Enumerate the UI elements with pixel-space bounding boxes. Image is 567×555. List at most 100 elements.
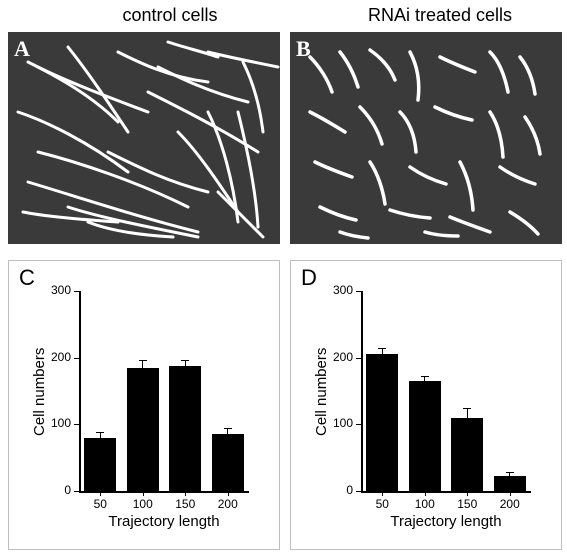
trajectory-path [320,207,356,220]
panel-d-chart: D 010020030050100150200Cell numbersTraje… [290,260,562,550]
error-cap [378,348,386,349]
error-stem [467,408,468,418]
bar [169,366,201,491]
trajectory-path [315,162,352,177]
trajectory-path [108,152,208,192]
trajectory-path [410,52,419,100]
y-tick [74,424,79,425]
trajectory-path [243,62,263,132]
trajectory-path [520,57,535,94]
trajectory-path [28,182,198,232]
trajectory-path [118,52,208,82]
trajectory-path [490,52,508,92]
trajectory-path [340,232,368,238]
y-axis [361,291,363,491]
error-cap [463,408,471,409]
x-axis-label: Trajectory length [79,513,249,530]
y-tick-label: 300 [323,283,353,297]
header-control: control cells [80,5,260,26]
trajectory-path [158,67,248,102]
panel-a-label: A [14,36,30,62]
x-tick-label: 50 [85,497,115,511]
bar [366,354,398,491]
trajectory-path [500,167,535,184]
trajectory-path [400,112,416,152]
trajectory-path [490,112,503,157]
x-tick-label: 200 [495,497,525,511]
y-tick-label: 0 [41,483,71,497]
y-tick-label: 300 [41,283,71,297]
trajectory-path [360,107,382,144]
panel-c-label: C [19,265,35,291]
x-tick-label: 150 [452,497,482,511]
bar [127,368,159,491]
panel-b-image: B [290,32,562,244]
bar [84,438,116,491]
trajectory-path [370,162,385,204]
error-cap [506,472,514,473]
trajectory-path [435,107,472,120]
trajectory-path [238,112,258,227]
x-tick-label: 100 [410,497,440,511]
trajectories-svg-b [290,32,562,244]
y-tick [356,424,361,425]
trajectory-path [38,67,148,112]
x-axis-label: Trajectory length [361,513,531,530]
header-rnai: RNAi treated cells [340,5,540,26]
x-tick-label: 200 [213,497,243,511]
error-cap [96,432,104,433]
panel-a-image: A [8,32,280,244]
trajectory-path [510,212,538,234]
y-tick-label: 0 [323,483,353,497]
x-axis [79,491,249,493]
trajectory-path [390,210,430,218]
y-axis-label: Cell numbers [313,348,330,436]
error-stem [142,360,143,368]
trajectory-path [425,232,458,236]
x-tick-label: 100 [128,497,158,511]
x-tick [510,491,511,496]
error-cap [421,376,429,377]
bar [409,381,441,491]
trajectory-path [440,57,475,72]
panel-d-label: D [301,265,317,291]
x-tick [425,491,426,496]
error-cap [181,360,189,361]
trajectory-path [370,50,395,80]
bar [451,418,483,491]
bar [494,476,526,491]
x-tick-label: 50 [367,497,397,511]
y-tick [74,358,79,359]
x-tick [100,491,101,496]
trajectory-path [340,52,358,87]
x-tick [185,491,186,496]
trajectory-path [28,62,118,122]
trajectory-path [168,42,218,57]
x-tick-label: 150 [170,497,200,511]
trajectory-path [525,117,540,154]
y-tick [356,291,361,292]
y-tick [74,291,79,292]
trajectory-path [410,167,446,184]
x-tick [382,491,383,496]
y-axis-label: Cell numbers [31,348,48,436]
y-tick [74,491,79,492]
bar [212,434,244,491]
trajectory-path [460,162,473,210]
x-tick [467,491,468,496]
error-cap [224,428,232,429]
trajectory-path [310,57,332,92]
figure-root: control cells RNAi treated cells A B C 0… [0,0,567,555]
y-tick [356,358,361,359]
error-cap [139,360,147,361]
trajectories-svg-a [8,32,280,244]
y-axis [79,291,81,491]
trajectory-path [450,217,490,232]
x-tick [228,491,229,496]
x-axis [361,491,531,493]
panel-c-chart: C 010020030050100150200Cell numbersTraje… [8,260,280,550]
y-tick [356,491,361,492]
trajectory-path [310,112,345,132]
panel-b-label: B [296,36,311,62]
x-tick [143,491,144,496]
